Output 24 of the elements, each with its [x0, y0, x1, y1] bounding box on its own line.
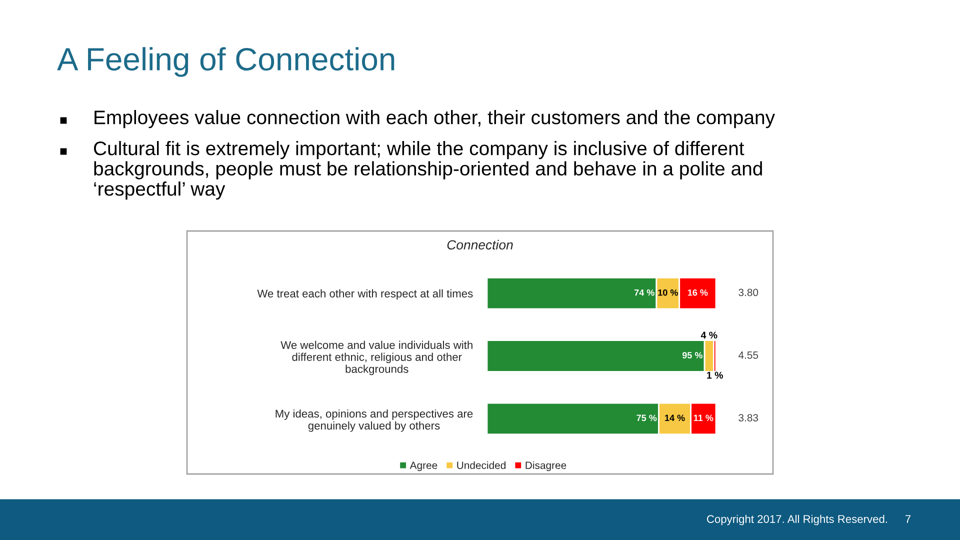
text: Employees value connection with each other, their customers and the company — [94, 110, 775, 128]
data-label: 74 % — [634, 289, 654, 296]
y-tick-label: We welcome and value individuals with different ethnic, religious and other backgrounds — [280, 340, 472, 376]
legend-label: Disagree — [526, 461, 566, 472]
data-label: 4 % — [700, 332, 718, 339]
legend-label: Undecided — [457, 461, 506, 470]
text: 3.83 — [738, 414, 758, 422]
legend-label: Agree — [410, 462, 438, 472]
data-label: 16 % — [688, 289, 708, 296]
text: A Feeling of Connection — [57, 47, 394, 77]
data-label: 95 % — [682, 352, 702, 358]
data-label: 14 % — [665, 414, 685, 422]
data-label: 10 % — [658, 289, 678, 296]
text: 4.55 — [738, 352, 758, 359]
data-label: 1 % — [707, 372, 723, 379]
y-tick-label: We treat each other with respect at all times — [257, 289, 473, 300]
text: 3.80 — [738, 288, 758, 296]
text: 7 — [905, 515, 911, 523]
data-label: 75 % — [636, 414, 657, 422]
data-label: 11 % — [694, 414, 714, 422]
y-tick-label: My ideas, opinions and perspectives are genuinely valued by others — [276, 409, 473, 432]
text: Copyright 2017. All Rights Reserved. — [706, 514, 887, 526]
text: Cultural fit is extremely important; while the company is inclusive of different backgrounds, people must be relationship-oriented and behave in a polite and ‘respectful’ way — [94, 141, 762, 200]
chart-subtitle: Connection — [447, 240, 513, 250]
